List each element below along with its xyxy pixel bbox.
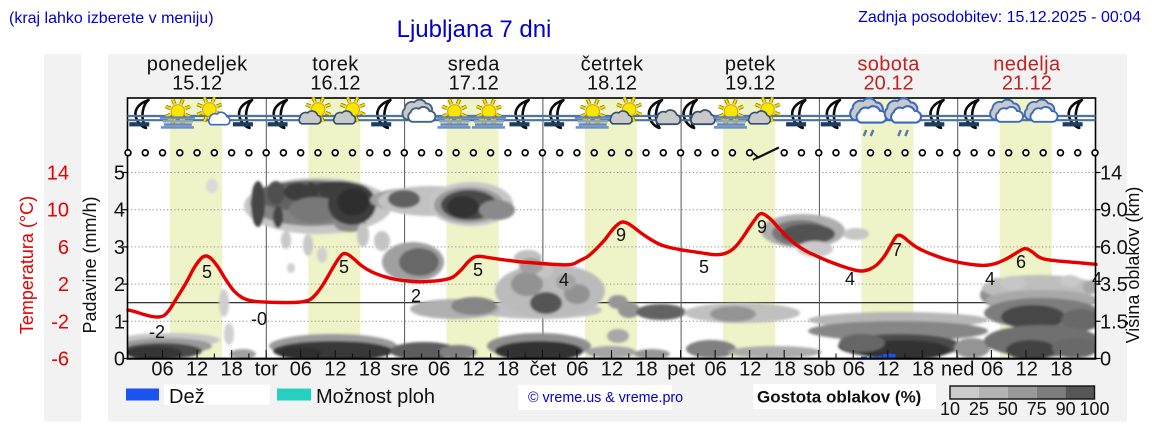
svg-text:7: 7	[892, 240, 902, 260]
svg-text:50: 50	[998, 399, 1018, 419]
svg-text:Temperatura (°C): Temperatura (°C)	[17, 196, 37, 334]
svg-text:12: 12	[739, 359, 761, 381]
svg-text:06: 06	[428, 359, 450, 381]
svg-text:Višina oblakov (km): Višina oblakov (km)	[1123, 187, 1143, 344]
svg-text:06: 06	[151, 359, 173, 381]
svg-text:10: 10	[940, 399, 960, 419]
svg-text:5: 5	[202, 262, 212, 282]
svg-text:20.12: 20.12	[864, 73, 914, 95]
svg-text:sre: sre	[391, 359, 419, 381]
svg-text:sobota: sobota	[857, 54, 920, 76]
svg-text:Možnost ploh: Možnost ploh	[316, 386, 435, 408]
svg-text:čet: čet	[530, 359, 557, 381]
svg-text:5: 5	[114, 163, 125, 185]
svg-text:18: 18	[1050, 359, 1072, 381]
svg-text:06: 06	[705, 359, 727, 381]
svg-text:06: 06	[981, 359, 1003, 381]
svg-text:-0: -0	[251, 309, 267, 329]
svg-text:2: 2	[114, 274, 125, 296]
svg-text:sreda: sreda	[448, 54, 501, 76]
svg-text:četrtek: četrtek	[581, 54, 644, 76]
svg-text:6.0: 6.0	[1100, 237, 1128, 259]
svg-text:18.12: 18.12	[587, 73, 637, 95]
svg-text:25: 25	[969, 399, 989, 419]
svg-text:5: 5	[473, 260, 483, 280]
svg-text:tor: tor	[255, 359, 279, 381]
svg-text:Ljubljana 7 dni: Ljubljana 7 dni	[397, 16, 552, 43]
svg-text:18: 18	[635, 359, 657, 381]
svg-text:17.12: 17.12	[449, 73, 499, 95]
svg-text:4: 4	[985, 269, 995, 289]
svg-text:1: 1	[114, 311, 125, 333]
svg-text:6: 6	[1016, 252, 1026, 272]
svg-text:06: 06	[843, 359, 865, 381]
svg-text:Gostota oblakov (%): Gostota oblakov (%)	[757, 388, 921, 407]
svg-text:Zadnja posodobitev: 15.12.2025: Zadnja posodobitev: 15.12.2025 - 00:04	[858, 9, 1141, 26]
svg-text:12: 12	[324, 359, 346, 381]
svg-text:12: 12	[463, 359, 485, 381]
svg-text:torek: torek	[312, 54, 359, 76]
svg-text:18: 18	[359, 359, 381, 381]
svg-text:-2: -2	[149, 322, 165, 342]
svg-text:Dež: Dež	[169, 386, 205, 408]
svg-text:75: 75	[1027, 399, 1047, 419]
svg-text:(kraj lahko izberete v meniju): (kraj lahko izberete v meniju)	[9, 10, 214, 27]
svg-text:2: 2	[411, 286, 421, 306]
svg-text:4: 4	[1092, 269, 1102, 289]
svg-text:9.0: 9.0	[1100, 200, 1128, 222]
svg-text:12: 12	[1016, 359, 1038, 381]
svg-text:100: 100	[1079, 399, 1109, 419]
svg-text:nedelja: nedelja	[993, 54, 1061, 76]
svg-text:18: 18	[220, 359, 242, 381]
svg-text:ned: ned	[941, 359, 974, 381]
svg-text:1.5: 1.5	[1100, 311, 1128, 333]
svg-text:10: 10	[47, 200, 69, 222]
svg-text:16.12: 16.12	[310, 73, 360, 95]
svg-text:pet: pet	[667, 359, 695, 381]
svg-text:14: 14	[47, 163, 69, 185]
svg-text:sob: sob	[803, 359, 835, 381]
svg-text:0: 0	[114, 349, 125, 371]
svg-text:3: 3	[114, 237, 125, 259]
svg-text:Padavine (mm/h): Padavine (mm/h)	[80, 196, 100, 333]
svg-text:14: 14	[1100, 163, 1122, 185]
svg-text:21.12: 21.12	[1002, 73, 1052, 95]
svg-text:0: 0	[1100, 349, 1111, 371]
svg-text:2: 2	[58, 274, 69, 296]
svg-text:3.5: 3.5	[1100, 274, 1128, 296]
svg-text:12: 12	[601, 359, 623, 381]
svg-text:06: 06	[290, 359, 312, 381]
svg-text:12: 12	[186, 359, 208, 381]
svg-text:18: 18	[497, 359, 519, 381]
svg-text:6: 6	[58, 237, 69, 259]
svg-text:9: 9	[616, 225, 626, 245]
svg-text:-2: -2	[51, 311, 69, 333]
svg-text:90: 90	[1056, 399, 1076, 419]
svg-text:9: 9	[757, 217, 767, 237]
svg-text:petek: petek	[725, 54, 777, 76]
svg-text:ponedeljek: ponedeljek	[147, 54, 248, 76]
svg-text:18: 18	[912, 359, 934, 381]
svg-text:19.12: 19.12	[725, 73, 775, 95]
svg-text:5: 5	[339, 257, 349, 277]
svg-text:5: 5	[699, 257, 709, 277]
svg-text:4: 4	[114, 200, 125, 222]
svg-text:06: 06	[566, 359, 588, 381]
svg-text:-6: -6	[51, 349, 69, 371]
svg-text:4: 4	[559, 270, 569, 290]
svg-text:18: 18	[774, 359, 796, 381]
svg-text:12: 12	[877, 359, 899, 381]
svg-text:4: 4	[845, 269, 855, 289]
svg-text:© vreme.us & vreme.pro: © vreme.us & vreme.pro	[528, 390, 683, 406]
svg-text:15.12: 15.12	[172, 73, 222, 95]
